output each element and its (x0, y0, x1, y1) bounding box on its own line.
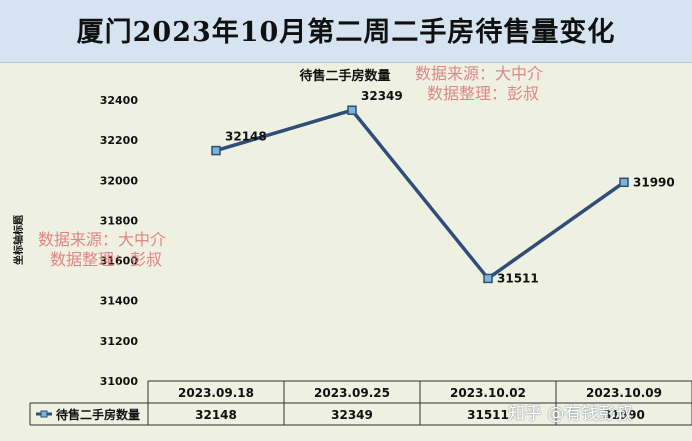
x-category-label: 2023.09.25 (314, 386, 390, 400)
data-point-marker (211, 145, 221, 156)
zhihu-watermark: 知乎 @有钱彭叔 (508, 404, 633, 424)
legend-series-name: 待售二手房数量 (56, 407, 140, 422)
y-axis-label: 坐标轴标题 (12, 214, 25, 265)
data-label: 31511 (497, 271, 539, 285)
x-category-label: 2023.09.18 (178, 386, 254, 400)
y-tick-label: 31400 (100, 295, 139, 308)
table-value-cell: 32349 (331, 408, 373, 422)
table-value-cell: 31990 (603, 408, 645, 422)
watermark-line2-left: 数据整理：彭叔 (50, 250, 163, 269)
data-label: 31990 (633, 175, 675, 189)
y-tick-label: 32000 (100, 174, 139, 187)
watermark-top: 数据来源：大中介 数据整理：彭叔 (415, 64, 543, 104)
data-label: 32349 (361, 89, 403, 103)
data-label: 32148 (225, 130, 267, 144)
legend-marker-key (40, 410, 48, 418)
data-point-marker (483, 273, 493, 284)
watermark-line2: 数据整理：彭叔 (427, 84, 540, 103)
watermark-line1-left: 数据来源：大中介 (38, 230, 167, 249)
y-tick-label: 31200 (100, 335, 139, 348)
data-point-marker (347, 105, 357, 115)
x-category-label: 2023.10.02 (450, 386, 526, 400)
y-tick-label: 32400 (100, 94, 139, 107)
page-title: 厦门2023年10月第二周二手房待售量变化 (76, 17, 616, 48)
series-line (215, 108, 626, 281)
chart-title: 待售二手房数量 (298, 68, 390, 84)
y-tick-label: 32200 (100, 134, 139, 147)
table-value-cell: 31511 (467, 408, 509, 422)
data-point-marker (619, 177, 629, 188)
y-tick-label: 31800 (100, 214, 139, 227)
watermark-left: 数据来源：大中介 数据整理：彭叔 (38, 230, 166, 270)
title-bar (0, 0, 692, 63)
x-category-label: 2023.10.09 (586, 386, 662, 400)
y-tick-label: 31000 (100, 375, 139, 388)
y-tick-label: 31600 (100, 255, 139, 268)
watermark-line1: 数据来源：大中介 (415, 64, 544, 83)
table-value-cell: 32148 (195, 408, 237, 422)
